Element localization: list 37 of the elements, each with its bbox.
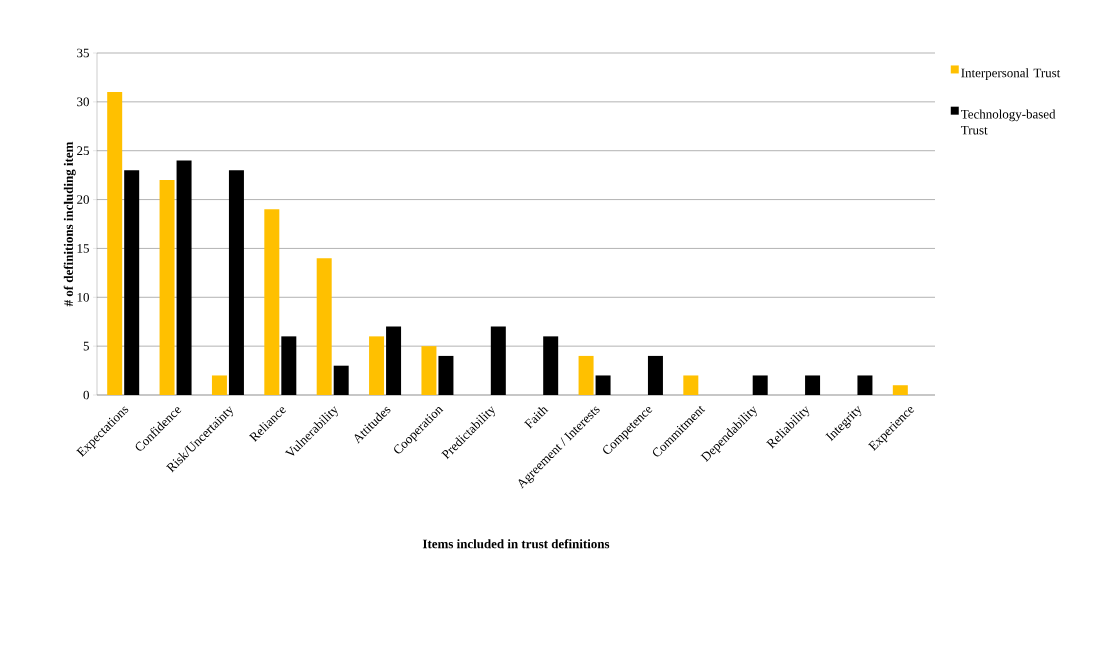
bar [386, 326, 402, 395]
legend-label: Technology-based Trust [960, 109, 1056, 135]
bar [107, 92, 123, 395]
y-axis-title: # of definitions including item [63, 141, 76, 307]
bar [211, 375, 227, 395]
bar [857, 375, 873, 395]
bar [595, 375, 611, 395]
bar [543, 336, 559, 395]
bar [159, 180, 175, 395]
bar [176, 160, 192, 395]
bar [264, 209, 280, 395]
y-tick-label: 20 [77, 195, 89, 204]
y-tick-label: 0 [83, 390, 89, 400]
legend-label: Interpersonal Trust [961, 68, 1061, 80]
bar [316, 258, 332, 395]
y-tick-label: 35 [77, 48, 89, 58]
y-tick-label: 10 [77, 292, 89, 302]
bar [124, 170, 140, 395]
y-tick-label: 25 [77, 146, 89, 156]
bar [333, 365, 349, 395]
y-tick-label: 15 [77, 244, 89, 253]
bar [578, 355, 594, 395]
bar [752, 375, 768, 395]
bar [281, 336, 297, 395]
y-tick-label: 30 [77, 97, 89, 107]
y-tick-label: 5 [83, 341, 89, 351]
bar [421, 346, 437, 395]
bar [490, 326, 506, 395]
bar [369, 336, 385, 395]
x-tick-label: Faith [523, 407, 549, 429]
bar [683, 375, 699, 395]
x-axis-title: Items included in trust definitions [422, 539, 610, 549]
bar [228, 170, 244, 395]
bar [647, 355, 663, 395]
bar [438, 355, 454, 395]
bar [805, 375, 821, 395]
bar [892, 385, 908, 395]
